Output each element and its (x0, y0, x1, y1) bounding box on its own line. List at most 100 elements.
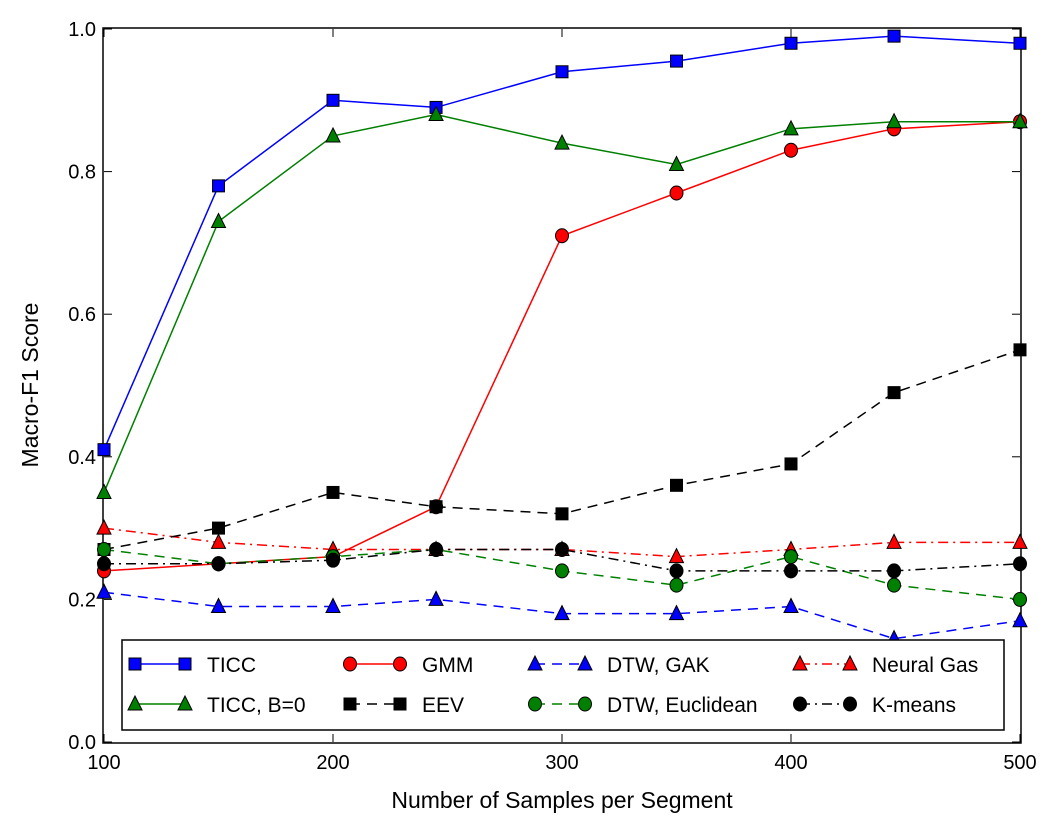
legend-entry: DTW, GAK (527, 654, 710, 677)
data-point (784, 563, 798, 579)
legend: TICC GMM DTW, GAK Neural Gas TICC, B=0 EEV DTW… (121, 639, 1005, 731)
data-point (96, 483, 112, 499)
series-line (103, 113, 1020, 493)
data-point (210, 212, 227, 229)
data-point (887, 29, 901, 43)
data-point (97, 541, 111, 557)
data-point (669, 563, 684, 579)
legend-marker (177, 694, 193, 711)
legend-marker (793, 696, 807, 712)
data-point (429, 541, 444, 557)
data-point (784, 36, 798, 50)
data-point (210, 533, 227, 549)
legend-label: TICC (207, 654, 256, 677)
data-point (784, 549, 798, 565)
legend-box (121, 639, 1005, 731)
legend-label: GMM (422, 654, 473, 677)
data-point (1012, 611, 1028, 628)
data-point (428, 105, 444, 122)
series-eev (97, 343, 1027, 556)
legend-marker (578, 696, 592, 712)
data-point (1012, 112, 1028, 129)
x-tick-label: 100 (87, 752, 120, 774)
data-point (554, 133, 570, 150)
legend-label: K-means (872, 694, 956, 717)
legend-marker (528, 696, 542, 712)
data-point (212, 521, 225, 535)
data-point (1013, 36, 1027, 50)
legend-marker (128, 657, 142, 671)
data-point (555, 228, 569, 244)
legend-marker (343, 656, 357, 672)
legend-marker (792, 654, 808, 671)
legend-entry: TICC (128, 654, 256, 677)
data-point (668, 604, 685, 621)
data-point (428, 590, 444, 606)
data-point (668, 155, 685, 171)
data-point (212, 179, 225, 193)
legend-label: Neural Gas (872, 654, 978, 677)
y-tick-label: 0.4 (68, 447, 96, 469)
data-point (554, 604, 570, 621)
plot-frame (102, 27, 1022, 744)
series-line (103, 120, 1021, 572)
data-point (887, 563, 902, 579)
legend-entry: TICC, B=0 (127, 694, 306, 717)
data-point (326, 552, 340, 568)
y-tick-label: 1.0 (68, 19, 96, 41)
data-point (429, 500, 443, 514)
x-tick-label: 200 (316, 752, 349, 774)
series-dtw-gak (96, 583, 1028, 646)
legend-label: DTW, GAK (607, 654, 710, 677)
legend-marker (527, 654, 543, 671)
data-point (1013, 591, 1027, 607)
series-ticc (97, 29, 1027, 457)
legend-entry: Neural Gas (792, 654, 978, 677)
data-point (211, 556, 226, 572)
series-k-means (97, 541, 1027, 579)
y-tick-label: 0.2 (68, 589, 96, 611)
data-point (670, 478, 683, 492)
data-point (325, 597, 341, 614)
legend-marker (577, 654, 593, 671)
data-point (783, 119, 799, 136)
series-line (103, 527, 1020, 558)
x-tick-label: 300 (545, 752, 578, 774)
legend-marker (393, 697, 407, 711)
data-point (784, 457, 798, 471)
data-point (887, 386, 901, 400)
data-point (325, 126, 341, 143)
data-point (96, 583, 112, 599)
data-point (210, 597, 227, 614)
data-point (326, 93, 340, 107)
data-point (783, 597, 799, 614)
data-point (784, 142, 798, 158)
data-point (96, 518, 112, 535)
data-point (555, 507, 569, 521)
data-point (886, 533, 902, 549)
data-point (555, 541, 569, 557)
data-point (668, 547, 685, 564)
data-point (669, 577, 684, 593)
legend-entry: K-means (793, 694, 956, 717)
data-point (1012, 533, 1028, 549)
data-point (555, 65, 569, 79)
data-point (326, 485, 340, 499)
y-tick-label: 0.6 (68, 304, 96, 326)
data-point (555, 563, 569, 579)
plot-area: 100 200 300 400 500 0.0 0.2 0.4 0.6 0.8 1.0 TICC GMM… (68, 19, 1037, 774)
x-tick-label: 500 (1003, 752, 1036, 774)
legend-marker (393, 656, 407, 672)
legend-entry: GMM (343, 654, 473, 677)
data-point (1013, 343, 1027, 357)
legend-entry: DTW, Euclidean (528, 694, 758, 717)
legend-label: EEV (422, 694, 464, 717)
legend-label: TICC, B=0 (207, 694, 306, 717)
x-axis-label: Number of Samples per Segment (391, 787, 733, 813)
legend-marker (842, 654, 858, 671)
legend-marker (843, 696, 857, 712)
data-point (669, 185, 684, 201)
x-tick-label: 400 (774, 752, 807, 774)
data-point (1013, 556, 1027, 572)
